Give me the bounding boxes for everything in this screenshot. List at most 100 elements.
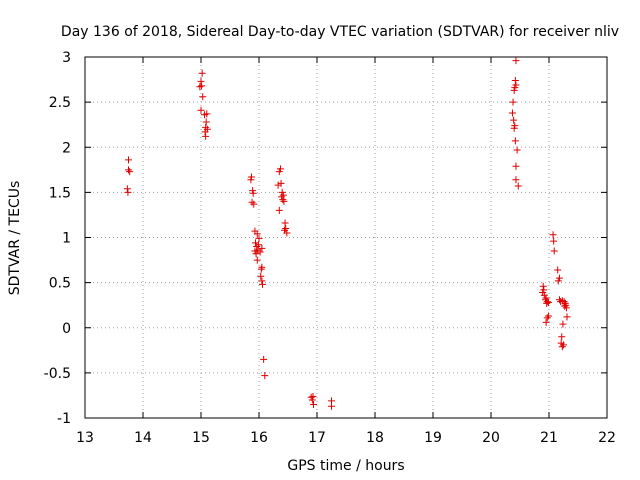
data-point [126,168,134,176]
data-point [555,296,563,304]
y-tick-label: -0.5 [44,366,71,382]
data-point [260,355,268,363]
data-point [510,86,518,94]
data-point [554,266,562,274]
data-point [279,191,287,199]
data-point [250,200,258,208]
chart-title: Day 136 of 2018, Sidereal Day-to-day VTE… [61,24,619,40]
x-tick-label: 18 [366,430,384,446]
data-point [508,109,516,117]
y-tick-label: 0.5 [49,276,71,292]
data-point [247,176,255,184]
data-point [514,182,522,190]
data-point [252,250,260,258]
data-point [560,341,567,349]
data-point [282,224,290,232]
y-axis-tick-labels: -1 -0.5 0 0.5 1 1.5 2 2.5 3 [44,50,71,427]
data-point [558,333,566,341]
data-point [202,118,210,126]
x-tick-label: 20 [482,430,500,446]
data-point [558,343,566,351]
data-point [253,256,261,264]
data-point [256,248,264,256]
data-point [202,132,210,140]
axis-ticks [84,56,608,419]
data-point [253,230,261,238]
data-point [249,189,257,197]
data-point [309,392,317,400]
data-point [539,282,547,290]
y-tick-label: 0 [62,321,71,337]
data-point [258,263,266,271]
data-point [513,146,521,154]
data-point [543,299,551,307]
data-point [563,313,571,321]
data-point [198,69,206,77]
y-tick-label: -1 [57,411,71,427]
data-point [543,298,551,306]
data-point [554,277,562,285]
data-point [258,277,266,285]
data-point [281,219,289,227]
data-point [258,280,266,288]
data-point [511,76,519,84]
data-point [196,83,204,91]
x-tick-label: 19 [424,430,442,446]
data-point [543,314,551,322]
x-tick-label: 21 [540,430,558,446]
data-point [542,294,550,302]
data-point [125,166,132,174]
data-point [257,265,265,273]
data-point [559,320,567,328]
data-point [248,198,256,206]
y-tick-label: 2 [62,140,71,156]
x-tick-label: 22 [598,430,616,446]
data-point [258,244,266,252]
data-point [275,168,283,176]
data-point [261,372,269,380]
data-point [275,206,283,214]
data-point [542,318,550,326]
data-point [279,196,287,204]
y-axis-label: SDTVAR / TECUs [7,181,23,296]
data-point [202,123,210,131]
data-point [544,298,552,306]
x-axis-label: GPS time / hours [287,458,404,474]
data-point [328,402,335,410]
data-point [257,272,265,280]
data-point [544,312,552,320]
data-point [310,400,318,408]
data-point [509,98,517,106]
grid-lines [85,57,607,418]
data-point [512,57,520,65]
y-tick-label: 2.5 [49,95,71,111]
data-point [280,197,288,205]
x-axis-tick-labels: 13 14 15 16 17 18 19 20 21 22 [76,430,616,446]
x-tick-label: 16 [250,430,268,446]
data-point [274,181,282,189]
data-point [550,247,558,255]
data-point [198,82,206,90]
data-point [560,298,568,306]
data-point [203,110,211,118]
data-point [252,239,260,247]
data-point [512,176,520,184]
data-point [549,231,557,239]
data-point [510,124,518,132]
data-point [550,237,558,245]
y-tick-label: 1 [62,231,71,247]
data-point [201,128,209,136]
data-point [197,106,205,114]
y-tick-label: 1.5 [49,185,71,201]
data-point [125,156,132,164]
data-point [510,116,518,124]
data-point [562,304,570,312]
data-point [511,137,519,145]
y-tick-label: 3 [62,50,71,66]
data-points [123,57,571,410]
x-tick-label: 17 [308,430,326,446]
data-point [512,162,520,170]
data-point [308,396,316,404]
data-point [197,77,205,85]
